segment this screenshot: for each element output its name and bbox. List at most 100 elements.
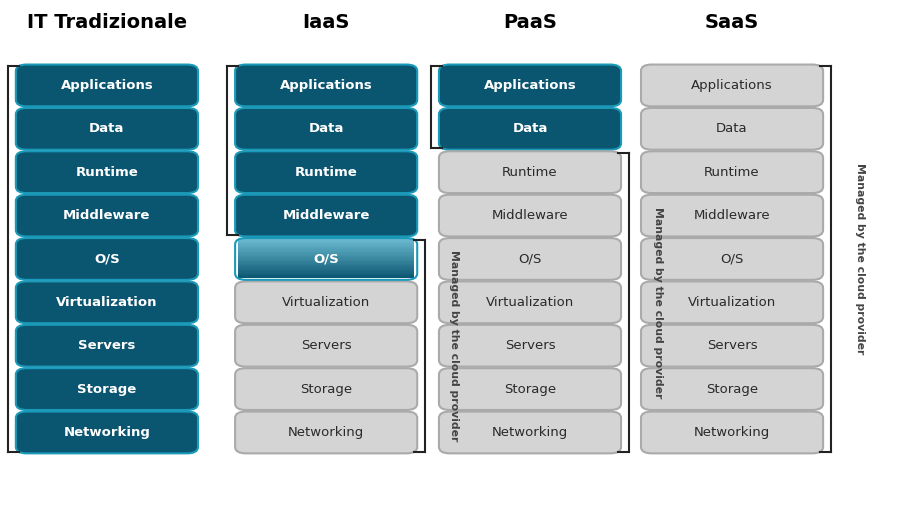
FancyBboxPatch shape (235, 65, 417, 106)
Text: Runtime: Runtime (75, 166, 139, 179)
FancyBboxPatch shape (439, 368, 622, 410)
FancyBboxPatch shape (235, 151, 417, 193)
Text: Servers: Servers (707, 339, 757, 352)
FancyBboxPatch shape (641, 238, 824, 280)
Text: Managed by the cloud provider: Managed by the cloud provider (855, 163, 865, 354)
FancyBboxPatch shape (235, 108, 417, 150)
Bar (237, 248, 415, 250)
FancyBboxPatch shape (235, 368, 417, 410)
Bar (237, 275, 415, 277)
Text: Applications: Applications (691, 79, 773, 92)
FancyBboxPatch shape (439, 65, 622, 106)
FancyBboxPatch shape (641, 65, 824, 106)
Bar (237, 268, 415, 269)
Bar (237, 270, 415, 272)
FancyBboxPatch shape (15, 65, 198, 106)
Text: Virtualization: Virtualization (282, 296, 371, 309)
Bar (237, 245, 415, 248)
Bar (237, 247, 415, 249)
FancyBboxPatch shape (235, 281, 417, 323)
Bar (237, 239, 415, 241)
Text: Runtime: Runtime (502, 166, 558, 179)
Text: Data: Data (89, 122, 125, 135)
Text: IaaS: IaaS (303, 13, 350, 32)
Text: Storage: Storage (300, 382, 352, 396)
Text: Applications: Applications (280, 79, 372, 92)
FancyBboxPatch shape (235, 412, 417, 453)
Text: Networking: Networking (288, 426, 364, 439)
Bar (237, 266, 415, 268)
FancyBboxPatch shape (15, 325, 198, 367)
Bar (237, 257, 415, 259)
Bar (237, 269, 415, 270)
Bar (237, 243, 415, 245)
FancyBboxPatch shape (235, 195, 417, 236)
FancyBboxPatch shape (15, 412, 198, 453)
Text: Data: Data (308, 122, 344, 135)
Bar (237, 271, 415, 273)
Bar (237, 274, 415, 276)
FancyBboxPatch shape (15, 195, 198, 236)
FancyBboxPatch shape (439, 108, 622, 150)
Text: Servers: Servers (505, 339, 555, 352)
Text: Virtualization: Virtualization (486, 296, 574, 309)
Text: Virtualization: Virtualization (688, 296, 776, 309)
Bar (237, 261, 415, 263)
Bar (237, 240, 415, 242)
FancyBboxPatch shape (439, 412, 622, 453)
Text: O/S: O/S (313, 252, 339, 266)
Text: PaaS: PaaS (503, 13, 557, 32)
Text: Applications: Applications (61, 79, 153, 92)
Text: Managed by the cloud provider: Managed by the cloud provider (653, 207, 663, 398)
Bar (237, 252, 415, 254)
Bar (237, 260, 415, 261)
Text: Applications: Applications (484, 79, 576, 92)
FancyBboxPatch shape (15, 151, 198, 193)
FancyBboxPatch shape (439, 195, 622, 236)
Text: IT Tradizionale: IT Tradizionale (27, 13, 187, 32)
Bar (237, 253, 415, 255)
FancyBboxPatch shape (235, 325, 417, 367)
Bar (237, 272, 415, 275)
FancyBboxPatch shape (641, 412, 824, 453)
Text: Middleware: Middleware (694, 209, 770, 222)
Text: Data: Data (512, 122, 548, 135)
Text: Middleware: Middleware (492, 209, 568, 222)
FancyBboxPatch shape (15, 238, 198, 280)
Bar (237, 254, 415, 257)
FancyBboxPatch shape (641, 151, 824, 193)
Text: O/S: O/S (518, 252, 542, 266)
FancyBboxPatch shape (15, 368, 198, 410)
FancyBboxPatch shape (641, 281, 824, 323)
Text: Runtime: Runtime (294, 166, 358, 179)
Bar (237, 259, 415, 260)
Text: Storage: Storage (504, 382, 556, 396)
FancyBboxPatch shape (15, 281, 198, 323)
Text: O/S: O/S (94, 252, 120, 266)
Bar (237, 256, 415, 258)
FancyBboxPatch shape (641, 368, 824, 410)
FancyBboxPatch shape (15, 108, 198, 150)
Text: Middleware: Middleware (283, 209, 370, 222)
Bar (237, 242, 415, 243)
Text: Middleware: Middleware (63, 209, 150, 222)
FancyBboxPatch shape (439, 281, 622, 323)
Bar (237, 265, 415, 267)
Bar (237, 262, 415, 264)
Bar (237, 251, 415, 252)
Bar (237, 249, 415, 251)
Bar (237, 277, 415, 278)
Text: Servers: Servers (301, 339, 352, 352)
FancyBboxPatch shape (641, 108, 824, 150)
FancyBboxPatch shape (439, 151, 622, 193)
Text: Runtime: Runtime (704, 166, 760, 179)
Text: Managed by the cloud provider: Managed by the cloud provider (449, 250, 459, 441)
FancyBboxPatch shape (641, 195, 824, 236)
Text: O/S: O/S (720, 252, 744, 266)
FancyBboxPatch shape (439, 325, 622, 367)
Text: Data: Data (717, 122, 747, 135)
Text: Servers: Servers (78, 339, 136, 352)
Text: Storage: Storage (77, 382, 137, 396)
Text: Virtualization: Virtualization (56, 296, 158, 309)
Bar (237, 244, 415, 246)
